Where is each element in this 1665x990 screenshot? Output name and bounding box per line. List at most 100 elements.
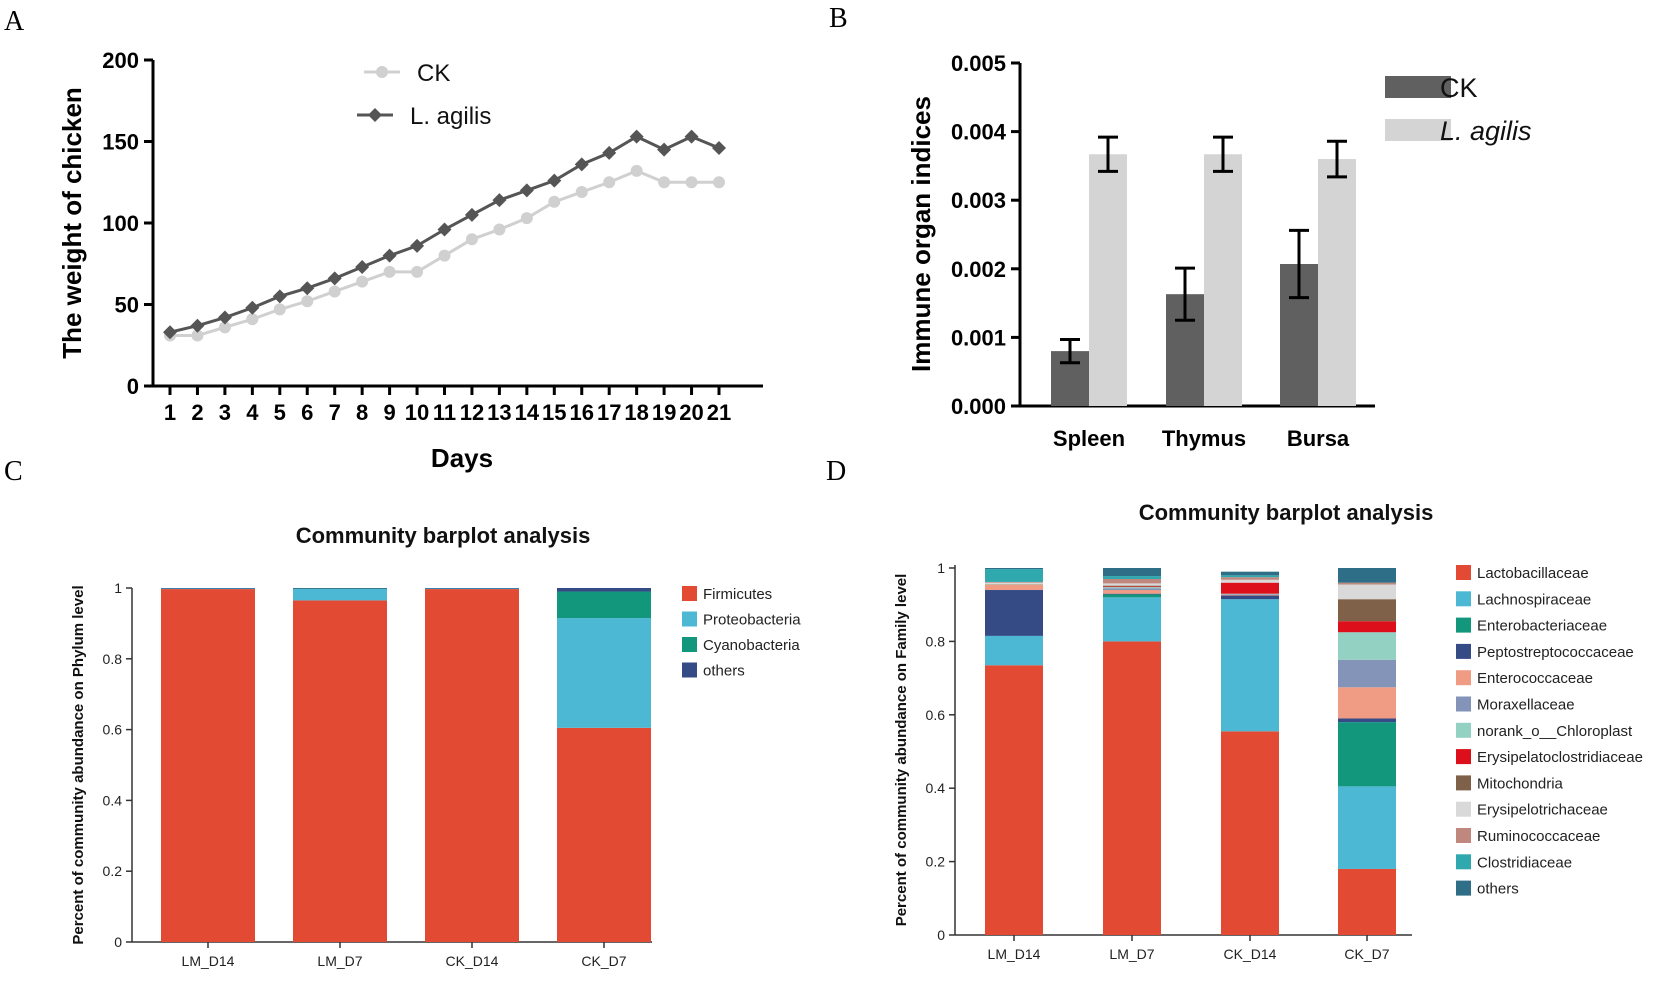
d-segment-erysipelotrichaceae bbox=[985, 582, 1043, 584]
b-y-tick-label: 0.003 bbox=[951, 188, 1006, 213]
b-y-axis-title: Immune organ indices bbox=[906, 96, 936, 372]
c-segment-cyanobacteria bbox=[557, 591, 651, 619]
d-legend-swatch bbox=[1456, 854, 1471, 870]
d-segment-moraxellaceae bbox=[1338, 659, 1396, 688]
a-point-ck bbox=[575, 186, 588, 199]
a-legend: CK L. agilis bbox=[357, 60, 491, 130]
d-segment-peptostreptococcaceae bbox=[1103, 593, 1161, 595]
d-segment-lachnospiraceae bbox=[1221, 599, 1279, 732]
a-x-tick-label: 8 bbox=[356, 400, 368, 425]
panel-label-a: A bbox=[4, 6, 25, 37]
d-segment-lactobacillaceae bbox=[985, 665, 1043, 935]
a-point-ck bbox=[246, 313, 259, 326]
a-point-ck bbox=[548, 195, 561, 208]
a-point-ck bbox=[520, 212, 533, 225]
d-segment-lachnospiraceae bbox=[1103, 597, 1161, 642]
a-point-l-agilis bbox=[327, 271, 342, 286]
d-y-tick-label: 0.6 bbox=[926, 707, 946, 723]
a-x-tick-label: 18 bbox=[624, 400, 648, 425]
d-legend-label: Peptostreptococcaceae bbox=[1477, 644, 1634, 661]
c-legend-swatch bbox=[682, 662, 697, 678]
c-y-axis-title: Percent of community abundance on Phylum… bbox=[70, 585, 87, 944]
d-segment-erysipelotrichaceae bbox=[1338, 584, 1396, 600]
d-legend-label: Clostridiaceae bbox=[1477, 854, 1572, 871]
b-x-tick-label: Bursa bbox=[1287, 426, 1350, 451]
c-segment-proteobacteria bbox=[293, 588, 387, 601]
a-point-l-agilis bbox=[382, 248, 397, 263]
b-legend-la-swatch bbox=[1385, 119, 1451, 141]
d-legend-swatch bbox=[1456, 696, 1471, 712]
d-legend-label: others bbox=[1477, 881, 1519, 898]
d-x-labels: LM_D14 LM_D7 CK_D14 CK_D7 bbox=[988, 946, 1390, 962]
d-segment-clostridiaceae bbox=[985, 569, 1043, 582]
d-legend-swatch bbox=[1456, 722, 1471, 738]
c-legend-label: others bbox=[703, 663, 745, 680]
a-x-tick-label: 3 bbox=[219, 400, 231, 425]
a-x-tick-label: 5 bbox=[274, 400, 286, 425]
d-y-tick-label: 0.4 bbox=[926, 780, 946, 796]
c-segment-cyanobacteria bbox=[293, 588, 387, 589]
a-point-l-agilis bbox=[602, 145, 617, 160]
d-legend-swatch bbox=[1456, 565, 1471, 580]
b-bar-bursa-l-agilis bbox=[1318, 159, 1356, 406]
d-legend-label: Enterobacteriaceae bbox=[1477, 618, 1607, 635]
d-segment-enterobacteriaceae bbox=[1338, 722, 1396, 787]
c-x-tick-label: LM_D7 bbox=[317, 953, 362, 969]
a-x-tick-label: 15 bbox=[542, 400, 566, 425]
c-segment-firmicutes bbox=[425, 589, 519, 942]
d-legend-label: Lachnospiraceae bbox=[1477, 591, 1591, 608]
a-point-ck bbox=[356, 275, 369, 288]
a-point-l-agilis bbox=[574, 157, 589, 172]
d-segment-moraxellaceae bbox=[1221, 594, 1279, 595]
d-segment-lactobacillaceae bbox=[1103, 641, 1161, 935]
d-x-tick-label: LM_D7 bbox=[1109, 946, 1154, 962]
a-x-tick-label: 2 bbox=[191, 400, 203, 425]
d-y-axis-title: Percent of community abundance on Family… bbox=[893, 574, 910, 927]
a-x-tick-label: 13 bbox=[487, 400, 511, 425]
d-bars bbox=[985, 568, 1396, 941]
a-x-tick-label: 16 bbox=[570, 400, 594, 425]
a-point-l-agilis bbox=[300, 281, 315, 296]
a-x-tick-label: 11 bbox=[433, 400, 456, 425]
d-segment-norank-o-chloroplast bbox=[1221, 593, 1279, 595]
d-legend-swatch bbox=[1456, 670, 1471, 686]
d-legend-swatch bbox=[1456, 617, 1471, 633]
a-point-ck bbox=[191, 329, 204, 342]
b-bars bbox=[1051, 135, 1356, 406]
c-x-tick-label: LM_D14 bbox=[182, 953, 235, 969]
a-point-ck bbox=[411, 265, 424, 278]
b-legend-la-label: L. agilis bbox=[1440, 116, 1532, 146]
d-chart-title: Community barplot analysis bbox=[1139, 500, 1434, 525]
d-legend-label: norank_o__Chloroplast bbox=[1477, 723, 1633, 740]
d-x-tick-label: LM_D14 bbox=[988, 946, 1041, 962]
c-chart-title: Community barplot analysis bbox=[296, 523, 591, 548]
d-y-tick-label: 1 bbox=[937, 560, 945, 576]
a-x-tick-label: 7 bbox=[329, 400, 341, 425]
d-segment-erysipelatoclostridiaceae bbox=[1338, 621, 1396, 633]
d-segment-norank-o-chloroplast bbox=[985, 583, 1043, 585]
d-segment-enterococcaceae bbox=[1221, 594, 1279, 596]
d-segment-norank-o-chloroplast bbox=[1103, 587, 1161, 589]
a-point-l-agilis bbox=[547, 173, 562, 188]
c-x-tick-label: CK_D7 bbox=[581, 953, 626, 969]
d-segment-ruminococcaceae bbox=[1221, 577, 1279, 580]
d-segment-others bbox=[1338, 568, 1396, 583]
c-y-tick-label: 0.6 bbox=[103, 722, 123, 738]
panel-label-b: B bbox=[829, 3, 848, 34]
a-y-tick-label: 50 bbox=[115, 293, 139, 318]
d-legend-label: Ruminococcaceae bbox=[1477, 828, 1600, 845]
d-legend: Lactobacillaceae Lachnospiraceae Enterobac… bbox=[1456, 565, 1643, 898]
d-segment-lachnospiraceae bbox=[985, 635, 1043, 666]
a-x-tick-label: 4 bbox=[246, 400, 259, 425]
d-segment-erysipelatoclostridiaceae bbox=[1103, 586, 1161, 588]
a-x-tick-label: 9 bbox=[383, 400, 395, 425]
a-x-ticks: 1 2 3 4 5 6 7 8 9 10 11 12 13 14 15 16 17 18 19 20 21 bbox=[164, 386, 731, 425]
panel-label-c: C bbox=[4, 456, 23, 487]
c-y-tick-label: 1 bbox=[114, 580, 122, 596]
a-y-axis-title: The weight of chicken bbox=[57, 87, 87, 359]
d-segment-clostridiaceae bbox=[1221, 575, 1279, 578]
b-y-ticks: 0.000 0.001 0.002 0.003 0.004 0.005 bbox=[951, 51, 1020, 419]
b-x-tick-label: Thymus bbox=[1162, 426, 1246, 451]
b-y-tick-label: 0.005 bbox=[951, 51, 1006, 76]
d-segment-ruminococcaceae bbox=[985, 581, 1043, 583]
